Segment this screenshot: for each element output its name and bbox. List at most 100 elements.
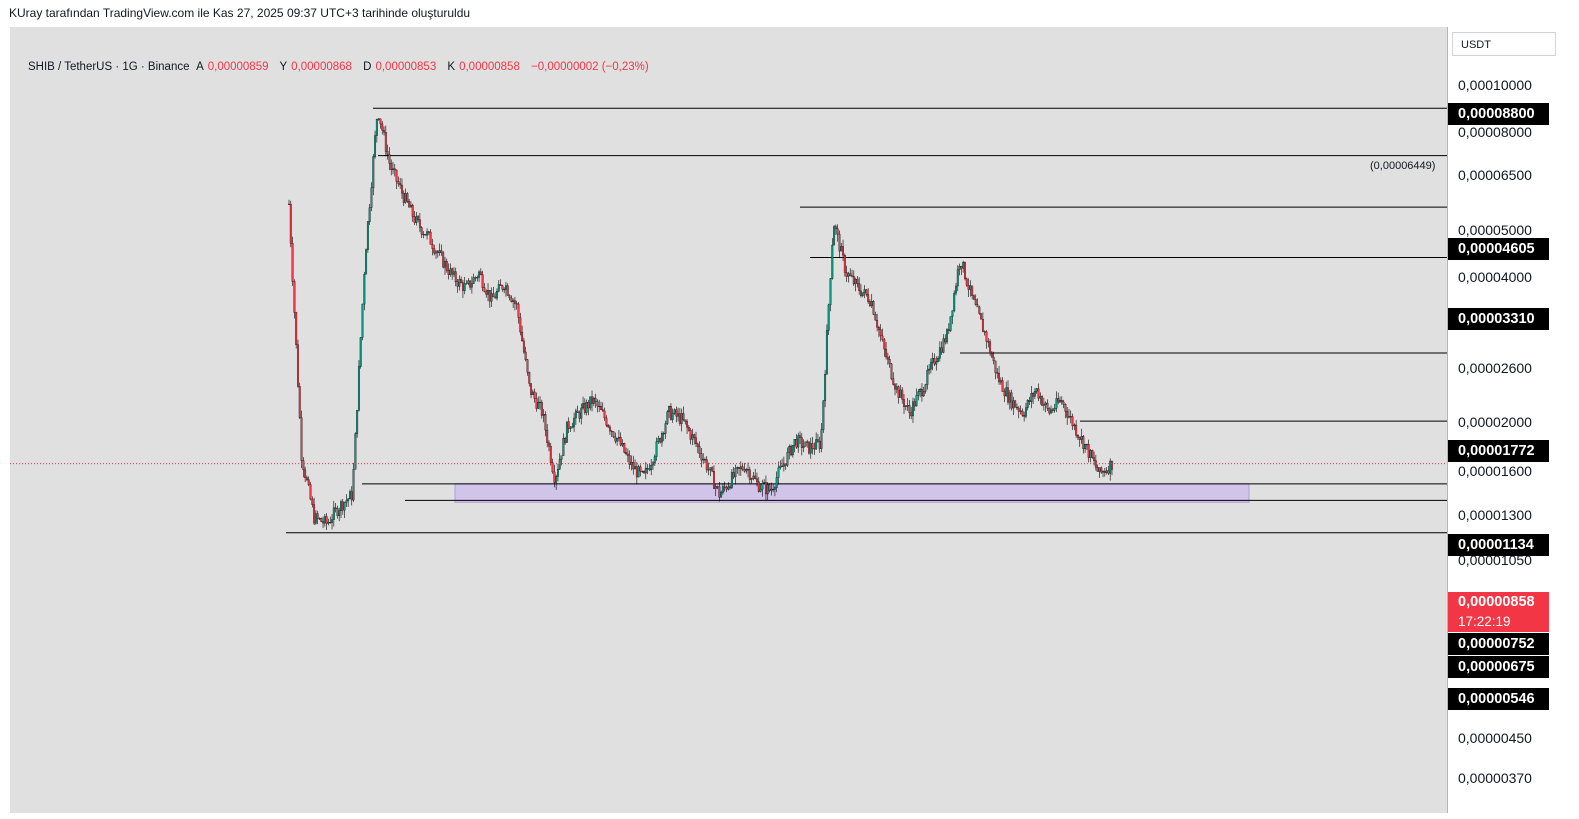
candle-body [368,207,371,222]
candle-body [322,521,325,524]
candle-body [877,327,880,330]
candle-body [782,463,785,467]
low-key: D [363,61,372,73]
candle-body [971,285,974,296]
candle-body [298,386,301,418]
candle-body [766,484,769,495]
candle-body [915,395,918,407]
candle-body [885,348,888,358]
currency-button[interactable]: USDT [1452,32,1556,56]
candle-body [747,469,749,471]
candle-body [655,441,658,457]
candle-body [632,462,635,470]
candle-body [438,250,441,253]
candle-body [418,219,421,228]
level-label: 0,00001772 [1448,440,1549,462]
candle-body [677,413,680,417]
symbol-label[interactable]: SHIB / TetherUS · 1G · Binance [28,61,190,73]
candle-body [1060,400,1063,403]
candle-body [442,252,445,268]
candle-body [883,339,886,350]
candle-body [1019,410,1022,412]
candle-body [800,437,803,448]
candle-body [990,353,993,358]
candle-body [497,284,500,292]
candle-body [786,452,789,466]
candle-body [582,403,585,409]
candle-body [621,443,624,446]
level-annotation: (0,00006449) [1370,160,1436,172]
candle-body [374,135,377,157]
candle-body [478,271,481,278]
candle-body [603,410,606,419]
candle-body [756,478,758,482]
candle-body [757,481,760,492]
candle-body [791,445,794,456]
candle-body [829,278,832,306]
candle-body [824,374,827,401]
candle-body [1073,424,1076,427]
y-tick-label: 0,00010000 [1458,77,1532,93]
candle-body [447,270,450,275]
candle-body [730,472,733,488]
candle-body [994,360,997,373]
candle-body [892,378,895,385]
candle-body [601,409,604,412]
y-tick-label: 0,00001300 [1458,507,1532,523]
candle-body [732,472,735,478]
candle-body [996,372,999,374]
chart-pane[interactable]: SHIB / TetherUS · 1G · Binance A 0,000008… [10,27,1447,813]
candle-body [646,467,649,470]
candle-body [680,413,683,424]
candle-body [899,389,902,398]
candle-body [851,275,853,277]
candle-body [872,301,875,315]
candle-body [693,434,696,438]
candle-body [440,250,443,253]
candle-body [549,446,552,463]
candle-body [870,301,873,306]
candle-body [431,244,434,249]
candle-body [818,441,821,449]
price-scale[interactable] [1447,27,1569,813]
candle-body [856,278,859,284]
candle-body [1066,411,1069,418]
candle-body [1100,467,1103,473]
candle-body [802,446,805,448]
candle-body [451,268,454,275]
candle-body [639,466,642,472]
candle-body [295,312,298,345]
candle-body [1021,410,1024,416]
candle-body [809,443,812,454]
candle-body [494,296,497,299]
candle-body [840,246,843,252]
candle-body [650,464,653,471]
candlestick-plot[interactable] [10,27,1447,813]
candle-body [370,187,373,208]
candle-body [675,409,678,417]
candle-body [928,368,931,371]
candle-body [813,448,816,450]
close-key: K [447,61,456,73]
candle-body [366,221,369,250]
candle-body [569,427,572,429]
candle-body [843,255,846,273]
candle-body [671,413,674,420]
candle-body [300,417,303,461]
candle-body [1059,400,1061,403]
candle-body [938,347,941,359]
candle-body [822,400,825,430]
candle-body [643,471,645,474]
candle-body [408,201,411,208]
candle-body [980,313,983,320]
change-value: −0,00000002 (−0,23%) [531,61,649,73]
candle-body [361,303,364,338]
candle-body [686,421,689,428]
level-label: 0,00008800 [1448,103,1549,125]
candle-body [711,467,714,472]
candle-body [384,132,387,152]
support-zone [454,483,1250,503]
candle-body [868,301,871,306]
candle-body [644,467,647,474]
candle-body [1014,400,1017,408]
